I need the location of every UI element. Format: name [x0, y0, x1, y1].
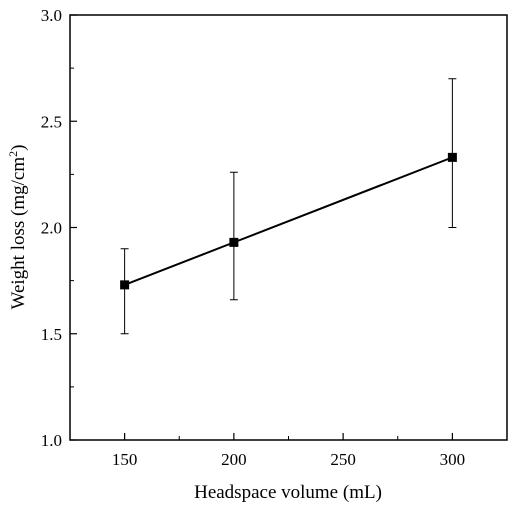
x-axis-label: Headspace volume (mL)	[194, 482, 382, 503]
series-line	[124, 156, 453, 286]
y-axis-label: Weight loss (mg/cm2)	[6, 145, 29, 310]
y-axis-label-superscript: 2	[6, 151, 20, 157]
data-point	[120, 280, 130, 290]
y-tick-label: 2.5	[41, 112, 62, 131]
data-point	[229, 237, 239, 247]
x-ticks: 150 200 250 300	[69, 433, 508, 469]
plot-frame	[69, 14, 508, 441]
y-tick-label: 1.0	[41, 431, 62, 450]
x-tick-label: 300	[440, 450, 466, 469]
y-axis-label-tail: )	[8, 145, 29, 151]
y-tick-label: 2.0	[41, 219, 62, 238]
y-ticks: 1.0 1.5 2.0 2.5 3.0	[41, 6, 77, 450]
x-tick-label: 250	[330, 450, 356, 469]
series	[120, 78, 457, 335]
x-tick-label: 200	[221, 450, 247, 469]
y-tick-label: 3.0	[41, 6, 62, 25]
x-tick-label: 150	[112, 450, 138, 469]
data-point	[447, 152, 457, 162]
y-tick-label: 1.5	[41, 325, 62, 344]
y-axis-label-main: Weight loss (mg/cm	[8, 157, 29, 310]
